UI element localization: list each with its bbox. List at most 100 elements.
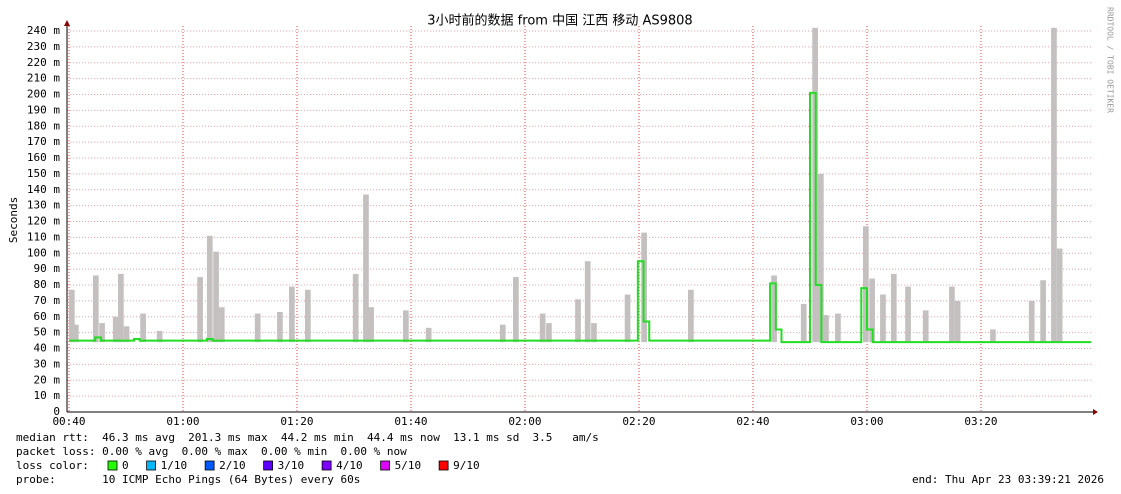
smoke-bar: [949, 286, 955, 343]
loss-label: 1/10: [161, 459, 188, 472]
loss-label: 4/10: [336, 459, 363, 472]
y-tick-label: 240 m: [27, 24, 60, 37]
y-tick-label: 220 m: [27, 56, 60, 69]
y-tick-label: 80 m: [34, 278, 61, 291]
y-tick-label: 230 m: [27, 40, 60, 53]
x-tick-label: 02:20: [622, 415, 655, 428]
smoke-bar: [254, 313, 261, 343]
smoke-bar: [513, 277, 519, 343]
smoke-bar: [539, 313, 546, 343]
loss-swatch: [146, 460, 157, 471]
y-tick-label: 0: [53, 405, 60, 418]
y-tick-label: 150 m: [27, 167, 60, 180]
smoke-bar: [584, 261, 591, 343]
smoke-bar: [922, 310, 929, 343]
smoke-bar: [890, 273, 897, 343]
smoke-bar: [954, 300, 961, 343]
y-tick-label: 190 m: [27, 103, 60, 116]
y-tick-label: 170 m: [27, 135, 60, 148]
y-tick-label: 180 m: [27, 119, 60, 132]
loss-swatch: [321, 460, 332, 471]
smoke-bar: [905, 286, 911, 343]
probe: probe: 10 ICMP Echo Pings (64 Bytes) eve…: [16, 473, 360, 486]
smoke-bar: [123, 326, 130, 343]
y-tick-label: 60 m: [34, 310, 61, 323]
loss-label: 3/10: [278, 459, 305, 472]
y-tick-label: 120 m: [27, 215, 60, 228]
smoke-bar: [880, 294, 886, 343]
smoke-bar: [1040, 280, 1046, 343]
x-tick-label: 01:00: [166, 415, 199, 428]
y-tick-label: 100 m: [27, 246, 60, 259]
loss-label: 5/10: [395, 459, 422, 472]
smoke-bar: [688, 289, 694, 343]
smoke-bar: [368, 307, 374, 343]
loss-title: loss color:: [16, 459, 89, 472]
stats-line: packet loss: 0.00 % avg 0.00 % max 0.00 …: [16, 445, 407, 458]
smoke-bar: [304, 289, 311, 343]
smoke-bar: [99, 323, 105, 343]
smoke-bar: [363, 194, 369, 343]
x-tick-label: 02:40: [736, 415, 769, 428]
x-tick-label: 00:40: [52, 415, 85, 428]
loss-swatch: [438, 460, 449, 471]
smoke-bar: [800, 304, 807, 343]
smoke-bar: [591, 323, 597, 343]
smoke-bar: [1051, 27, 1057, 343]
smoke-bar: [1056, 248, 1063, 343]
y-axis-label: Seconds: [7, 197, 20, 243]
y-tick-label: 140 m: [27, 183, 60, 196]
smoke-bar: [835, 313, 841, 343]
smoke-bar: [1028, 300, 1035, 343]
loss-swatch: [263, 460, 274, 471]
smoke-bar: [156, 331, 163, 343]
smoke-bar: [863, 226, 869, 343]
smoke-bar: [403, 310, 409, 343]
loss-legend: 0 1/10 2/10 3/10 4/10 5/10 9/10: [107, 459, 480, 472]
y-tick-label: 20 m: [34, 373, 61, 386]
smoke: [69, 27, 1063, 343]
loss-swatch: [204, 460, 215, 471]
y-tick-label: 130 m: [27, 199, 60, 212]
smoke-bar: [546, 323, 552, 343]
smoke-bar: [69, 289, 75, 343]
smoke-bar: [197, 277, 203, 343]
loss-swatch: [380, 460, 391, 471]
y-tick-label: 50 m: [34, 326, 61, 339]
y-tick-label: 40 m: [34, 342, 61, 355]
smoke-bar: [72, 324, 79, 343]
smoke-bar: [112, 316, 119, 343]
y-tick-label: 160 m: [27, 151, 60, 164]
y-tick-label: 90 m: [34, 262, 61, 275]
smoke-bar: [118, 273, 124, 343]
stats-line: median rtt: 46.3 ms avg 201.3 ms max 44.…: [16, 431, 599, 444]
loss-swatch: [107, 460, 118, 471]
smoke-bar: [771, 275, 777, 343]
y-tick-label: 30 m: [34, 357, 61, 370]
smoke-bar: [624, 294, 631, 343]
grid: [67, 26, 1093, 412]
smoke-bar: [218, 307, 225, 343]
y-tick-label: 200 m: [27, 88, 60, 101]
loss-label: 0: [122, 459, 129, 472]
smoke-bar: [817, 173, 824, 343]
smoke-bar: [213, 251, 219, 343]
loss-label: 9/10: [453, 459, 480, 472]
median-line: [69, 91, 1091, 344]
y-tick-label: 10 m: [34, 389, 61, 402]
smoke-bar: [352, 273, 359, 343]
smoke-bar: [206, 235, 213, 343]
smoke-bar: [823, 315, 829, 343]
smoke-bar: [425, 327, 432, 343]
median-line: [69, 91, 1091, 344]
loss-label: 2/10: [219, 459, 246, 472]
y-arrow: [64, 20, 70, 26]
side-text: RRDTOOL / TOBI OETIKER: [1106, 7, 1115, 113]
smoke-bar: [277, 311, 283, 343]
y-tick-label: 70 m: [34, 294, 61, 307]
smoke-bar: [499, 324, 506, 343]
smoke-bar: [289, 286, 295, 343]
smoke-bar: [575, 299, 581, 343]
y-tick-label: 210 m: [27, 72, 60, 85]
